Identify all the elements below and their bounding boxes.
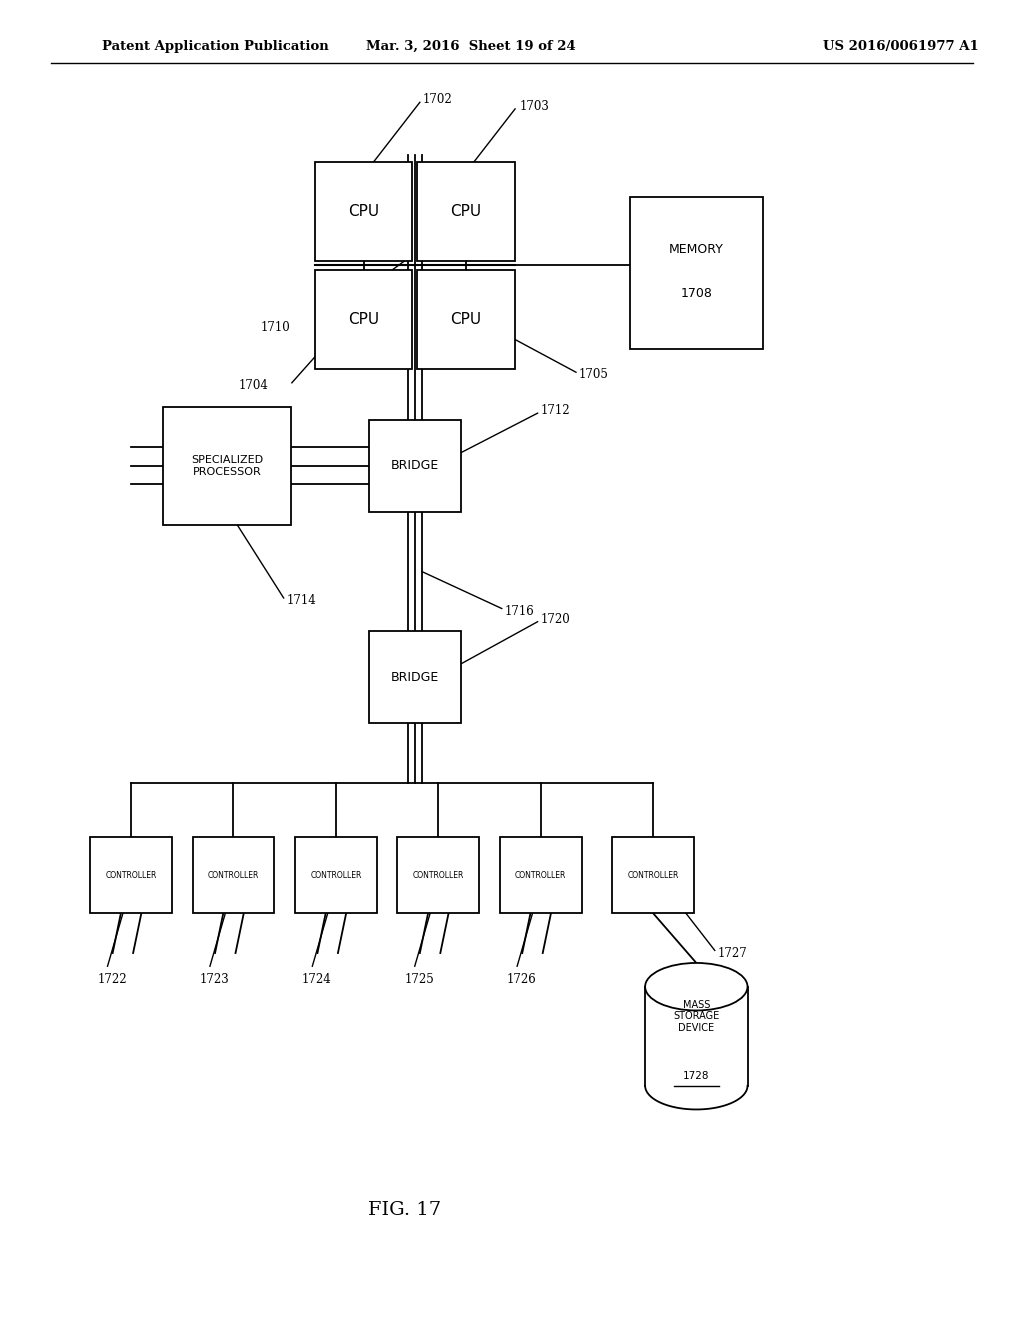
Text: CPU: CPU <box>451 312 481 327</box>
FancyBboxPatch shape <box>164 407 291 525</box>
Text: 1725: 1725 <box>404 973 434 986</box>
Text: CONTROLLER: CONTROLLER <box>105 871 157 879</box>
Text: CPU: CPU <box>451 203 481 219</box>
FancyBboxPatch shape <box>369 420 461 512</box>
FancyBboxPatch shape <box>90 837 172 913</box>
FancyBboxPatch shape <box>630 197 763 348</box>
Text: CONTROLLER: CONTROLLER <box>515 871 566 879</box>
Text: 1722: 1722 <box>97 973 127 986</box>
Text: MASS
STORAGE
DEVICE: MASS STORAGE DEVICE <box>673 999 720 1034</box>
FancyBboxPatch shape <box>397 837 479 913</box>
Text: 1704: 1704 <box>239 379 268 392</box>
Text: CONTROLLER: CONTROLLER <box>310 871 361 879</box>
Text: CPU: CPU <box>348 312 379 327</box>
FancyBboxPatch shape <box>612 837 694 913</box>
FancyBboxPatch shape <box>193 837 274 913</box>
Text: CONTROLLER: CONTROLLER <box>208 871 259 879</box>
Text: 1714: 1714 <box>287 594 316 607</box>
FancyBboxPatch shape <box>315 162 412 261</box>
Text: 1705: 1705 <box>580 368 609 381</box>
Text: Patent Application Publication: Patent Application Publication <box>102 40 329 53</box>
FancyBboxPatch shape <box>418 271 515 368</box>
Text: 1716: 1716 <box>505 605 535 618</box>
Text: CONTROLLER: CONTROLLER <box>413 871 464 879</box>
Ellipse shape <box>645 964 748 1011</box>
Text: BRIDGE: BRIDGE <box>390 459 439 473</box>
Text: 1726: 1726 <box>507 973 537 986</box>
FancyBboxPatch shape <box>418 162 515 261</box>
Text: BRIDGE: BRIDGE <box>390 671 439 684</box>
Text: 1727: 1727 <box>718 946 748 960</box>
Text: 1708: 1708 <box>680 286 713 300</box>
FancyBboxPatch shape <box>315 271 412 368</box>
Text: 1712: 1712 <box>541 404 570 417</box>
Text: Mar. 3, 2016  Sheet 19 of 24: Mar. 3, 2016 Sheet 19 of 24 <box>367 40 575 53</box>
Text: 1720: 1720 <box>541 612 570 626</box>
FancyBboxPatch shape <box>295 837 377 913</box>
Text: 1703: 1703 <box>519 100 549 112</box>
Text: 1724: 1724 <box>302 973 332 986</box>
Text: CONTROLLER: CONTROLLER <box>628 871 679 879</box>
Text: CPU: CPU <box>348 203 379 219</box>
FancyBboxPatch shape <box>369 631 461 723</box>
Text: FIG. 17: FIG. 17 <box>368 1201 441 1220</box>
FancyBboxPatch shape <box>500 837 582 913</box>
Text: 1728: 1728 <box>683 1071 710 1081</box>
Text: US 2016/0061977 A1: US 2016/0061977 A1 <box>823 40 979 53</box>
Text: 1710: 1710 <box>261 321 291 334</box>
Text: 1702: 1702 <box>423 94 453 106</box>
Text: MEMORY: MEMORY <box>669 243 724 256</box>
Text: SPECIALIZED
PROCESSOR: SPECIALIZED PROCESSOR <box>191 455 263 477</box>
Text: 1723: 1723 <box>200 973 229 986</box>
